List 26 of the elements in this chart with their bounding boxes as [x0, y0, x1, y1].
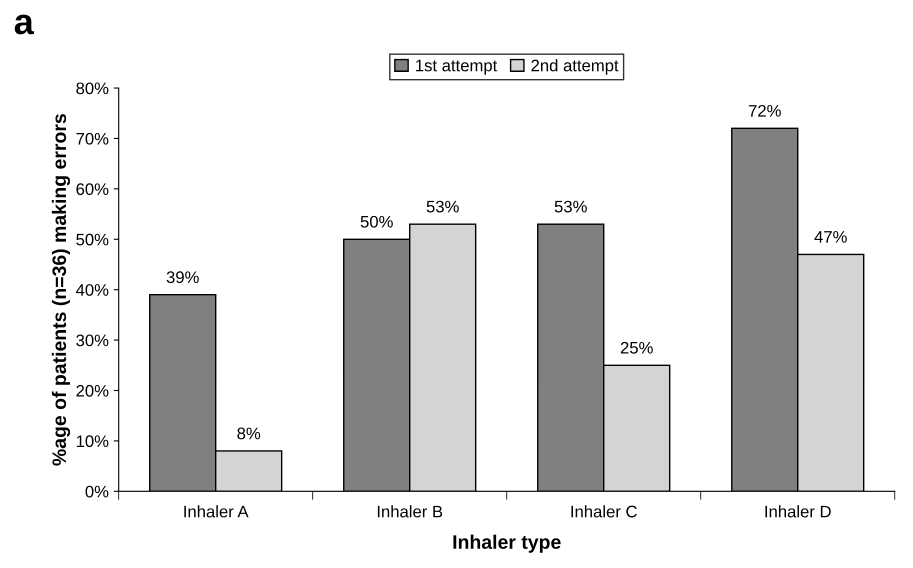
data-label: 47% [814, 231, 847, 243]
y-tick-label: 10% [76, 435, 108, 448]
y-tick-label: 40% [76, 284, 108, 296]
data-label: 39% [166, 271, 199, 284]
y-axis-title: %age of patients (n=36) making errors [52, 114, 70, 466]
data-label: 50% [360, 216, 393, 228]
x-axis-title: Inhaler type [453, 534, 561, 553]
x-tick-label: Inhaler D [765, 505, 831, 518]
data-label: 53% [426, 200, 459, 213]
y-tick-label: 70% [76, 132, 108, 145]
y-tick-label: 80% [76, 82, 108, 94]
data-label: 8% [237, 428, 260, 440]
y-tick-label: 50% [76, 234, 108, 246]
y-tick-label: 0% [86, 486, 108, 498]
x-tick-label: Inhaler A [184, 505, 249, 518]
y-tick-label: 60% [76, 183, 108, 196]
x-tick-label: Inhaler C [571, 505, 637, 518]
y-tick-label: 30% [76, 334, 108, 346]
y-tick-label: 20% [76, 384, 108, 397]
data-label: 72% [748, 104, 781, 117]
data-label: 25% [620, 342, 653, 354]
legend-label: 1st attempt [416, 60, 498, 75]
chart-title: a [14, 14, 34, 34]
legend-label: 2nd attempt [531, 59, 618, 75]
data-label: 53% [554, 200, 587, 213]
x-tick-label: Inhaler B [378, 505, 442, 518]
